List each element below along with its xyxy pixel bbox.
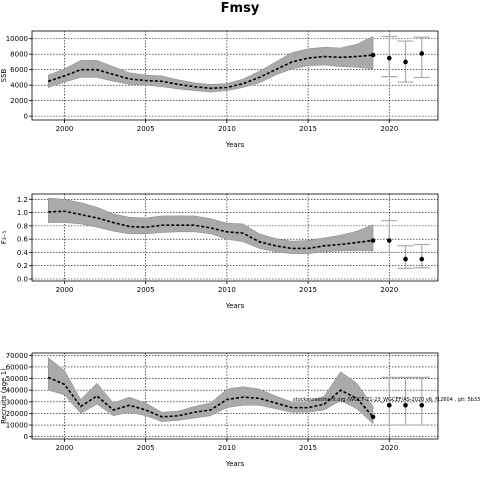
x-axis-label: Years <box>225 302 245 310</box>
y-tick-label: 0.8 <box>17 222 28 230</box>
x-tick-label: 2020 <box>380 125 398 133</box>
confidence-band <box>47 197 374 255</box>
x-tick-label: 2015 <box>299 444 317 452</box>
confidence-band <box>47 357 374 425</box>
source-annotation: stockassessment.org (WGCF-21-23_WGCEF/AS… <box>293 397 480 403</box>
x-axis-label: Years <box>225 141 245 149</box>
forecast-point <box>386 238 392 243</box>
x-tick-label: 2015 <box>299 125 317 133</box>
forecast-point <box>403 402 408 408</box>
x-tick-label: 2010 <box>218 125 236 133</box>
chart-panel-3: 2000 2005 2010 2015 2020 0 10000 20000 30000 4000… <box>0 352 439 468</box>
forecast-point <box>403 256 408 262</box>
forecast-point <box>370 52 376 58</box>
x-tick-label: 2005 <box>137 125 155 133</box>
forecast-point <box>419 256 425 262</box>
y-tick-label: 60000 <box>6 363 28 371</box>
x-tick-label: 2020 <box>380 444 398 452</box>
x-axis-label: Years <box>225 460 245 468</box>
x-tick-label: 2010 <box>218 286 236 294</box>
x-tick-label: 2000 <box>56 286 74 294</box>
y-tick-label: 2000 <box>10 97 28 105</box>
y-tick-label: 0.6 <box>17 236 29 244</box>
forecast-point <box>386 402 392 408</box>
y-tick-label: 20000 <box>6 410 28 418</box>
page-title: Fmsy <box>220 1 260 16</box>
forecast-point <box>370 238 376 243</box>
plot-frame <box>31 352 439 440</box>
x-tick-label: 2005 <box>137 286 155 294</box>
y-tick-label: 40000 <box>6 387 28 395</box>
estimate-line <box>47 54 374 90</box>
forecast-point <box>370 414 376 420</box>
confidence-band <box>47 36 374 93</box>
x-tick-label: 2005 <box>137 444 155 452</box>
y-axis-label: Recruits (age 1) <box>0 368 8 424</box>
forecast-point <box>419 402 425 408</box>
forecast-point <box>403 59 408 65</box>
x-tick-label: 2000 <box>56 125 74 133</box>
forecast-point <box>386 55 392 61</box>
y-axis-label: SSB <box>0 68 8 82</box>
y-tick-label: 1.0 <box>17 209 28 217</box>
y-tick-label: 1.2 <box>17 196 28 204</box>
y-tick-label: 30000 <box>6 398 28 406</box>
plot-frame <box>31 30 439 121</box>
y-tick-label: 8000 <box>10 51 28 59</box>
y-tick-label: 0 <box>24 433 28 441</box>
x-tick-label: 2000 <box>56 444 74 452</box>
x-tick-label: 2015 <box>299 286 317 294</box>
estimate-line <box>48 210 374 250</box>
y-tick-label: 0.4 <box>17 249 29 257</box>
y-tick-label: 70000 <box>6 352 28 360</box>
chart-panel-1: 2000 2005 2010 2015 2020 0 2000 4000 6000 8000 100… <box>0 30 439 149</box>
y-tick-label: 6000 <box>10 66 28 74</box>
plot-frame <box>31 193 439 282</box>
y-tick-label: 10000 <box>6 422 28 430</box>
chart-panel-2: 2000 2005 2010 2015 2020 0.0 0.2 0.4 0.6 0.8 1.0 1.… <box>0 193 439 310</box>
y-tick-label: 0.2 <box>17 262 28 270</box>
x-tick-label: 2020 <box>380 286 398 294</box>
y-tick-label: 0 <box>24 113 28 121</box>
y-tick-label: 10000 <box>6 35 28 43</box>
y-tick-label: 4000 <box>10 82 28 90</box>
estimate-line <box>47 376 374 418</box>
x-tick-label: 2010 <box>218 444 236 452</box>
y-axis-label: F₃₋₅ <box>0 231 8 245</box>
y-tick-label: 0.0 <box>17 276 28 284</box>
forecast-point <box>419 51 425 56</box>
y-tick-label: 50000 <box>6 375 28 383</box>
